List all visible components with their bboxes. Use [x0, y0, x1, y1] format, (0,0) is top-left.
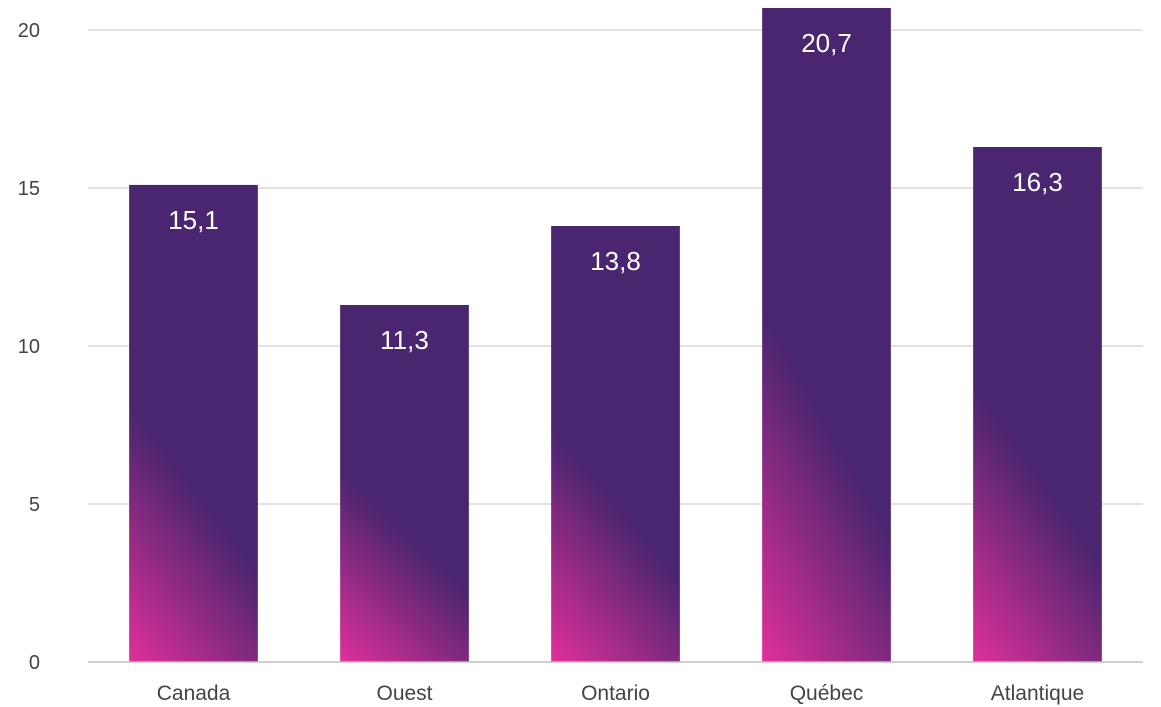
x-tick-label: Atlantique: [991, 682, 1084, 705]
x-axis: Canada Ouest Ontario Québec Atlantique: [88, 661, 1143, 705]
bar-ontario: [551, 226, 680, 662]
bar-atlantique: [973, 147, 1102, 662]
bar-ouest: [340, 304, 469, 662]
x-tick-label: Canada: [157, 682, 231, 705]
x-tick-label: Ontario: [581, 682, 650, 705]
data-label: 15,1: [168, 205, 219, 235]
bars: [129, 8, 1102, 662]
data-label: 16,3: [1012, 167, 1063, 197]
data-label: 20,7: [801, 28, 852, 58]
data-label: 11,3: [380, 325, 429, 355]
y-tick-label: 0: [29, 652, 40, 674]
y-axis: 0 5 10 15 20: [18, 20, 40, 674]
y-tick-label: 20: [18, 20, 40, 42]
y-tick-label: 15: [18, 178, 40, 200]
x-tick-label: Ouest: [376, 682, 432, 705]
x-tick-label: Québec: [790, 682, 864, 705]
data-label: 13,8: [590, 246, 641, 276]
bar-canada: [129, 184, 258, 662]
y-tick-label: 10: [18, 336, 40, 358]
data-labels: 15,1 11,3 13,8 20,7 16,3: [168, 28, 1063, 355]
y-tick-label: 5: [29, 494, 40, 516]
bar-québec: [762, 8, 891, 662]
